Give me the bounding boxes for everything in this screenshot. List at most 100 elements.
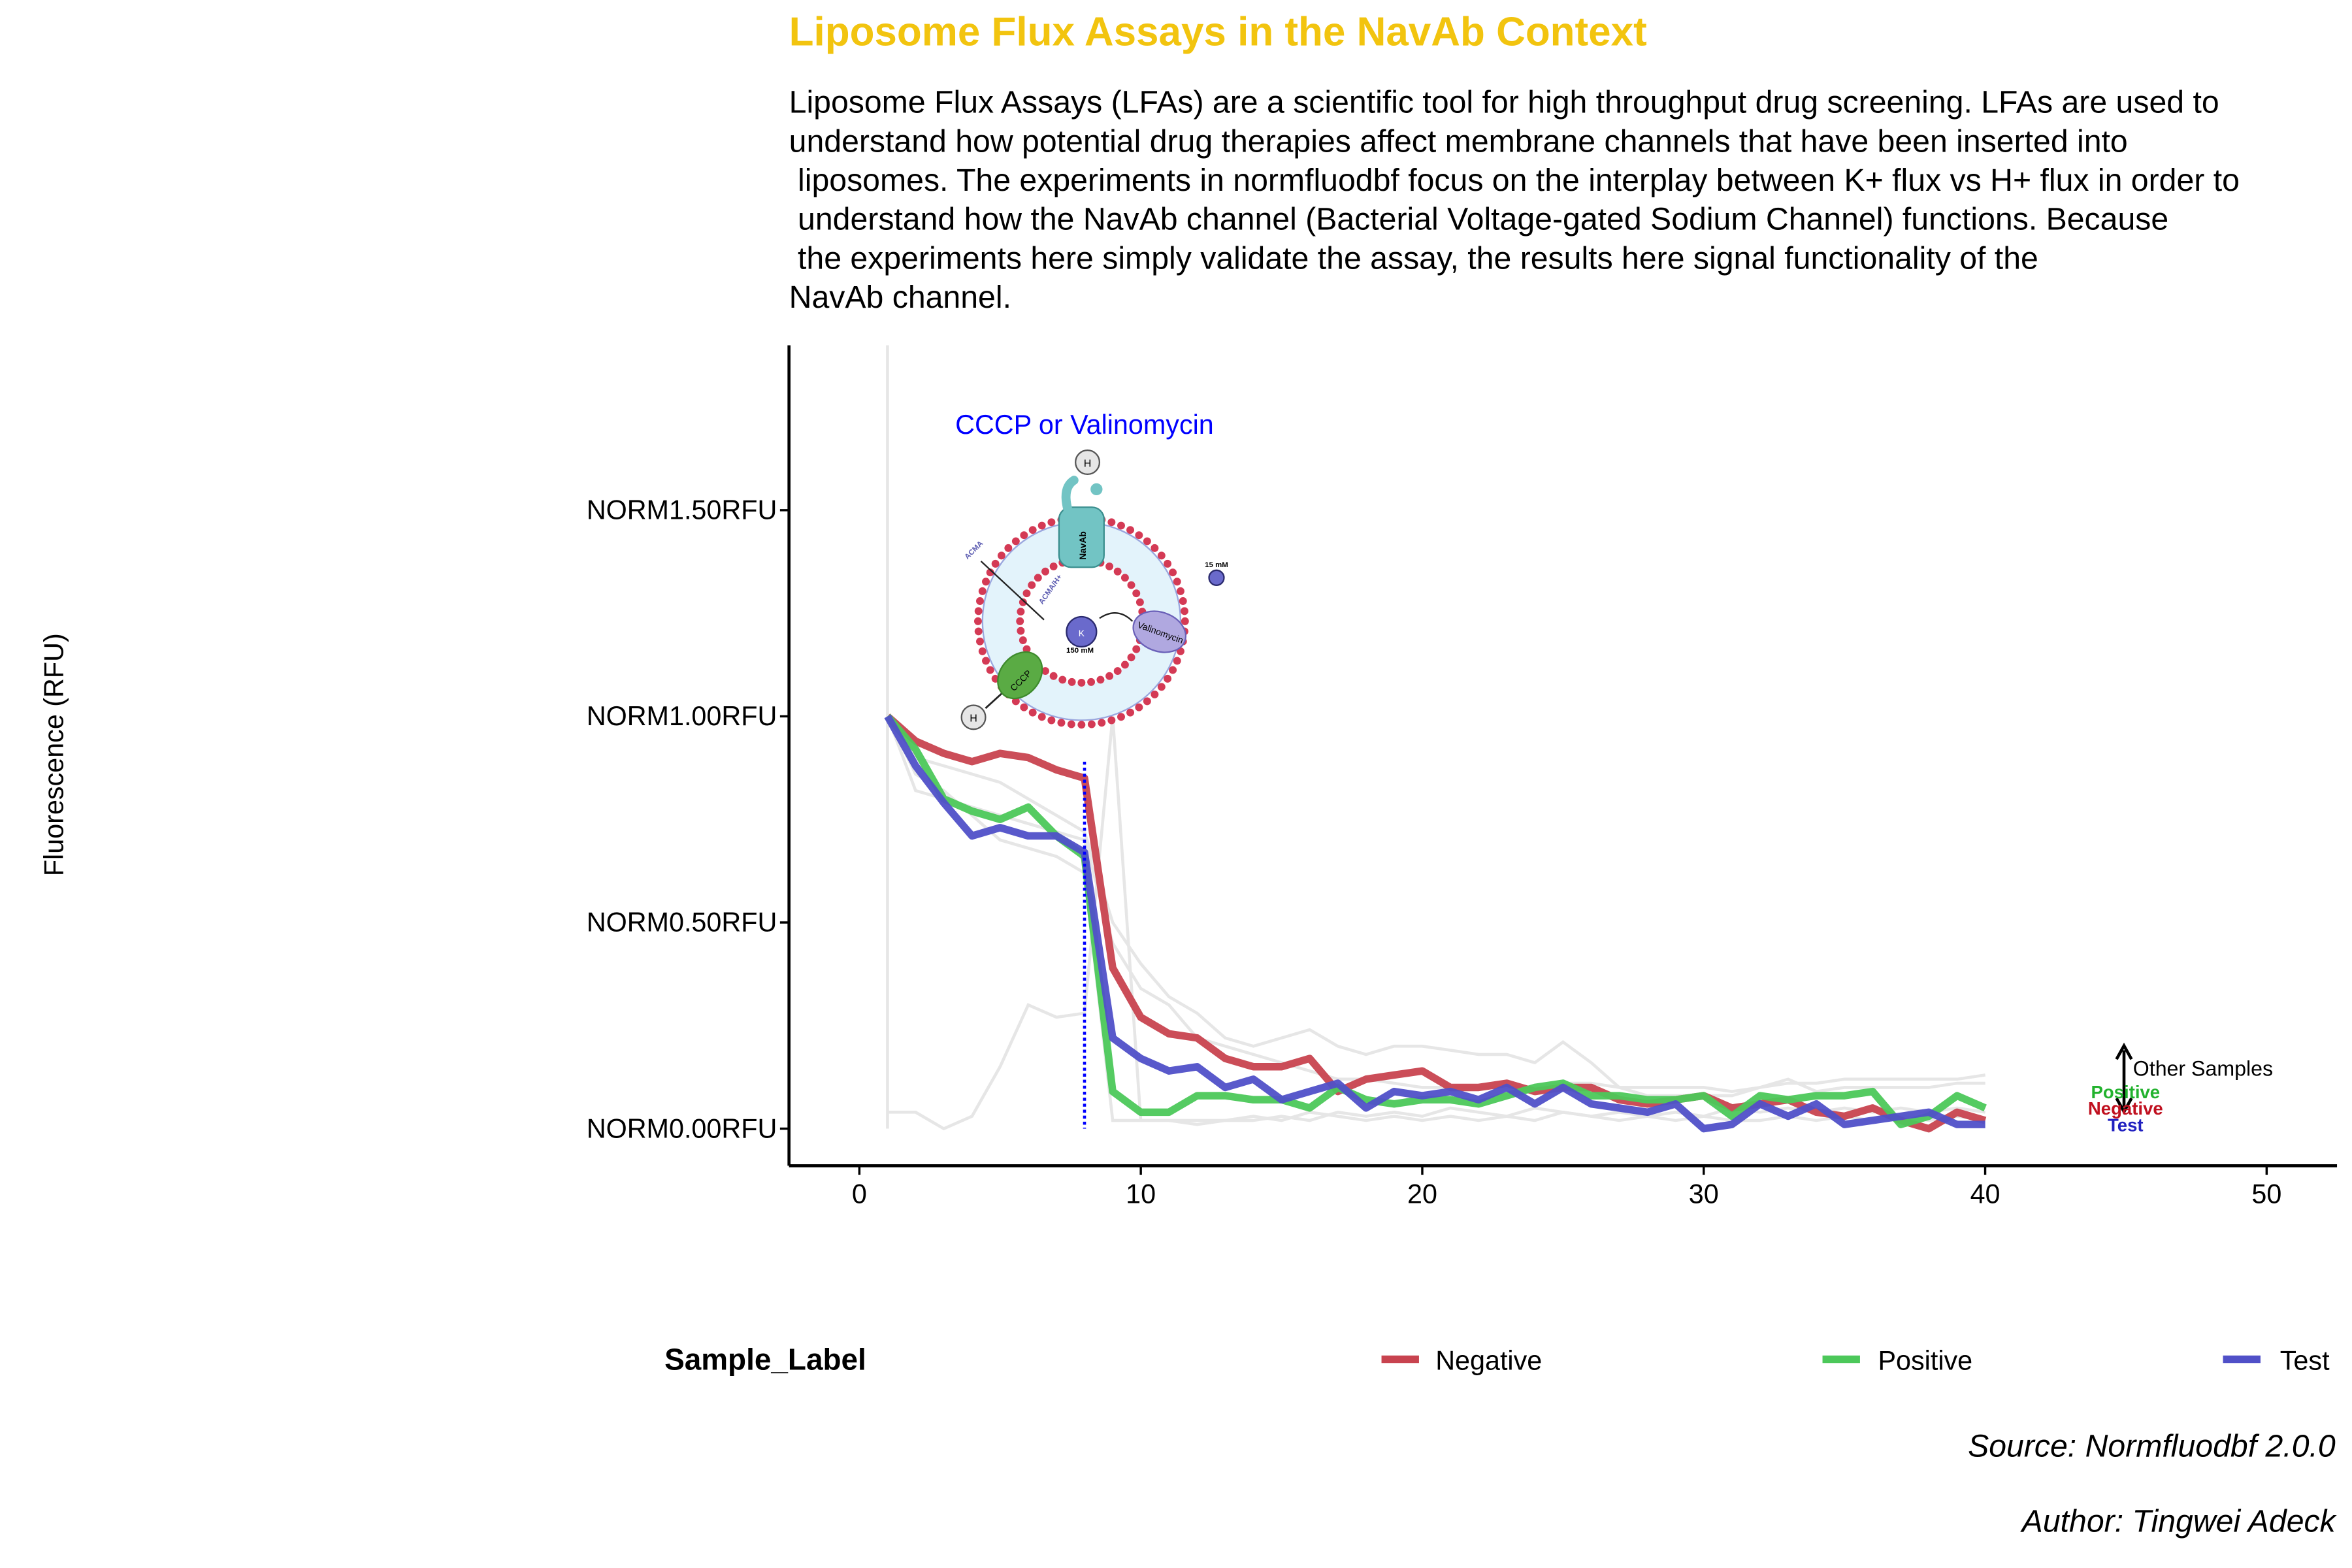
subtitle: Liposome Flux Assays (LFAs) are a scient…	[789, 85, 2240, 315]
lipid-head	[1020, 531, 1028, 540]
lipid-head	[1077, 679, 1086, 687]
inner-concentration: 150 mM	[1066, 647, 1094, 655]
k-label: K	[1079, 629, 1085, 638]
outer-concentration: 15 mM	[1205, 561, 1228, 569]
subtitle-line: liposomes. The experiments in normfluodb…	[789, 163, 2240, 198]
lipid-head	[1049, 563, 1058, 570]
lipid-head	[1126, 526, 1135, 534]
lipid-head	[1117, 713, 1125, 721]
plot-area: 0 10 20 30 40 50 NORM0.00RFU NORM0.50RFU NORM1.0…	[587, 345, 2338, 1209]
h-label: H	[970, 713, 977, 725]
navab-sensor	[1090, 483, 1103, 496]
source-caption: Source: Normfluodbf 2.0.0	[1968, 1429, 2336, 1464]
acma-arrow	[980, 561, 1045, 621]
chart-title: Liposome Flux Assays in the NavAb Contex…	[789, 9, 1647, 54]
series-line-test	[884, 714, 1985, 1133]
lipid-head	[1087, 678, 1096, 686]
lipid-head	[1047, 716, 1056, 725]
lipid-head	[1028, 581, 1036, 589]
lipid-head	[1019, 598, 1027, 606]
lipid-head	[1127, 653, 1135, 662]
lipid-head	[1169, 568, 1177, 577]
h-ion	[1075, 449, 1101, 476]
lipid-head	[1028, 526, 1037, 534]
lipid-head	[1157, 683, 1166, 691]
navab-arm	[1061, 476, 1079, 515]
lipid-head	[1105, 563, 1114, 570]
lipid-head	[1057, 719, 1066, 727]
lipid-head	[976, 637, 984, 645]
lipid-head	[1120, 574, 1129, 582]
lipid-head	[1022, 589, 1031, 598]
lipid-head	[1132, 645, 1141, 653]
lipid-head	[1143, 697, 1151, 706]
lipid-head	[1058, 676, 1067, 684]
h-ion	[960, 704, 987, 730]
lipid-head	[973, 617, 982, 625]
k-ion	[1066, 615, 1098, 648]
subtitle-line: understand how potential drug therapies …	[789, 123, 2128, 159]
annotation-positive: Positive	[2091, 1082, 2160, 1102]
x-tick-label: 40	[1970, 1179, 2001, 1209]
lipid-head	[1173, 578, 1181, 586]
h-arrow	[985, 693, 1003, 710]
x-tick-label: 0	[852, 1179, 867, 1209]
lipid-head	[974, 607, 983, 615]
lipid-head	[1017, 627, 1025, 635]
double-arrow-icon	[2115, 1042, 2133, 1115]
subtitle-line: NavAb channel.	[789, 280, 1011, 315]
series-line-positive	[885, 713, 1987, 1128]
lipid-head	[976, 597, 984, 605]
lipid-head	[1151, 544, 1159, 552]
lipid-head	[1098, 719, 1106, 727]
lipid-head	[1022, 645, 1031, 653]
series-line-negative	[885, 713, 1987, 1133]
lipid-head	[1020, 703, 1028, 711]
lipid-head	[982, 578, 990, 586]
lipid-head	[991, 559, 1000, 568]
lipid-head	[978, 587, 987, 595]
y-tick-label: NORM0.50RFU	[587, 907, 777, 938]
lipid-head	[1113, 567, 1122, 576]
lipid-head	[1077, 721, 1086, 729]
legend-title: Sample_Label	[664, 1343, 866, 1377]
lipid-head	[1011, 697, 1020, 706]
lipid-head	[1179, 597, 1187, 605]
cccp-carrier	[997, 651, 1043, 700]
lipid-head	[1037, 521, 1046, 530]
liposome-diagram: CCCP or Valinomycin NavAb H H CCCP Valin…	[955, 410, 1228, 730]
y-tick-label: NORM1.00RFU	[587, 701, 777, 731]
lipid-head	[1176, 587, 1184, 595]
x-tick-label: 30	[1689, 1179, 1719, 1209]
lipid-head	[1041, 667, 1049, 676]
lipid-head	[982, 657, 990, 665]
legend-label-negative: Negative	[1435, 1346, 1542, 1376]
other-sample-line	[887, 716, 1985, 1131]
annotation-negative: Negative	[2088, 1098, 2163, 1119]
lipid-head	[1028, 708, 1037, 717]
lipid-head	[1135, 703, 1143, 711]
x-tick-label: 10	[1126, 1179, 1156, 1209]
legend-label-positive: Positive	[1878, 1346, 1972, 1376]
lipid-head	[1107, 716, 1116, 725]
lipid-head	[1135, 531, 1143, 540]
subtitle-line: the experiments here simply validate the…	[789, 240, 2038, 276]
x-tick-label: 50	[2251, 1179, 2281, 1209]
other-sample-line	[886, 715, 1985, 1098]
lipid-head	[1113, 667, 1122, 676]
lipid-head	[997, 551, 1005, 560]
lipid-head	[1016, 617, 1024, 625]
lipid-head	[1047, 518, 1056, 527]
lipid-head	[986, 666, 994, 674]
lipid-head	[974, 627, 983, 636]
lipid-head	[1105, 672, 1114, 680]
lipid-head	[1181, 617, 1189, 625]
diagram-label: CCCP or Valinomycin	[955, 410, 1214, 440]
lipid-head	[1041, 567, 1049, 576]
lipid-head	[986, 568, 994, 577]
lipid-head	[1017, 608, 1025, 616]
y-axis-label: Fluorescence (RFU)	[39, 633, 69, 876]
lipid-head	[1011, 537, 1020, 546]
author-caption: Author: Tingwei Adeck	[2020, 1504, 2338, 1539]
